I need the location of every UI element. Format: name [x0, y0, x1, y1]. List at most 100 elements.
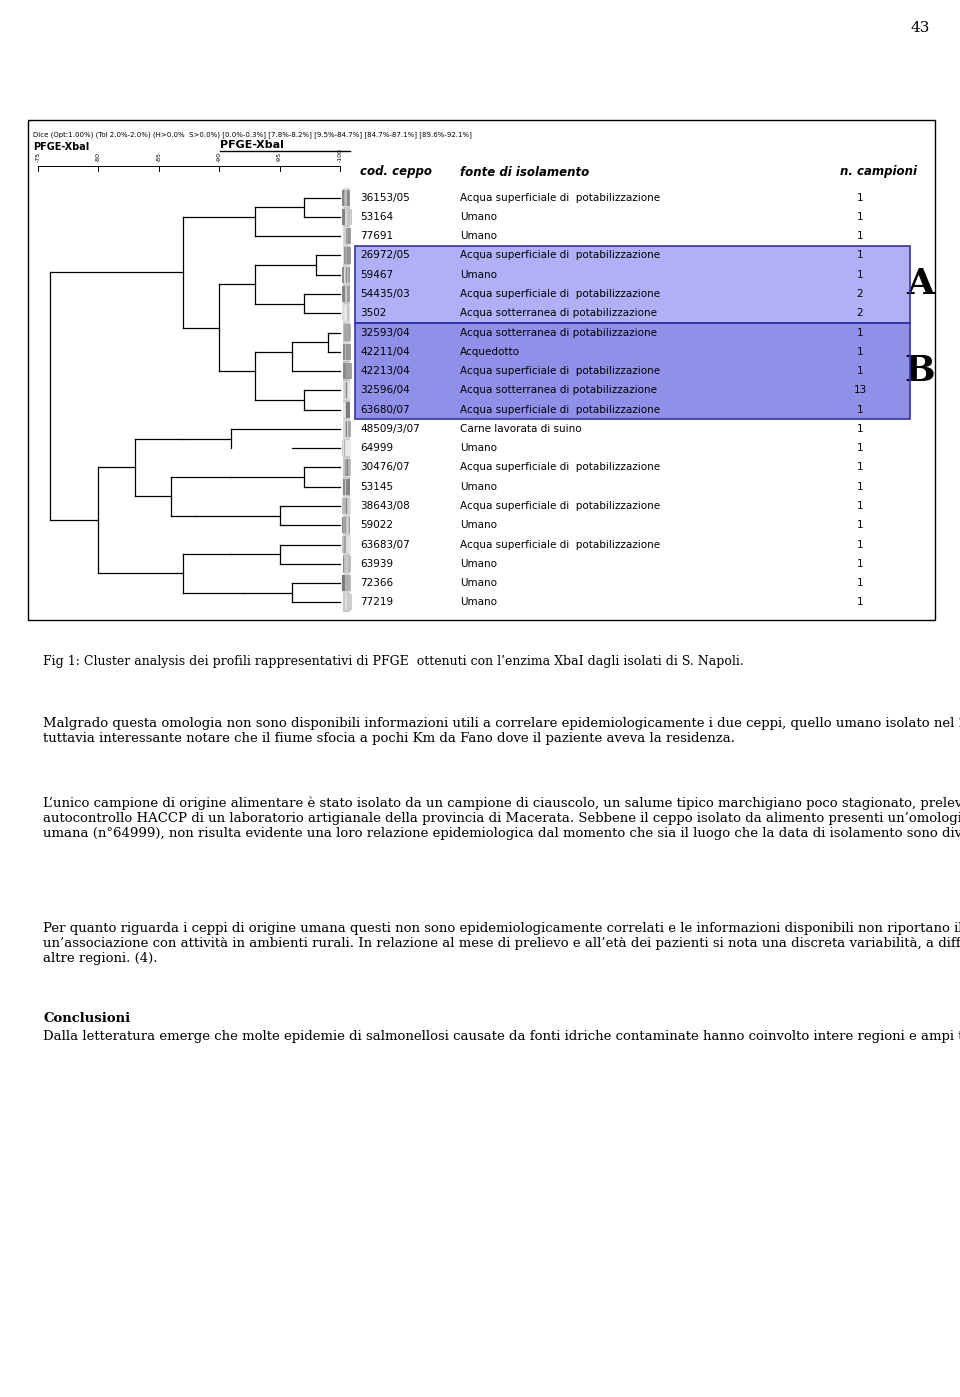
Text: Acqua sotterranea di potabilizzazione: Acqua sotterranea di potabilizzazione [460, 309, 657, 319]
Bar [355, 246, 910, 323]
Bar [343, 401, 348, 418]
Bar [344, 247, 347, 264]
Text: tuttavia interessante notare che il fiume sfocia a pochi Km da Fano dove il pazi: tuttavia interessante notare che il fium… [43, 732, 735, 745]
Text: Umano: Umano [460, 212, 497, 222]
Bar [346, 479, 348, 495]
Bar [355, 323, 910, 419]
Text: B: B [904, 353, 935, 388]
Bar [346, 286, 348, 302]
Bar [344, 497, 346, 514]
Bar [348, 479, 350, 495]
Text: Acqua sotterranea di potabilizzazione: Acqua sotterranea di potabilizzazione [460, 386, 657, 395]
Text: -85: -85 [156, 152, 161, 162]
Text: altre regioni. (4).: altre regioni. (4). [43, 951, 157, 965]
Bar [344, 497, 348, 514]
Bar [343, 226, 350, 246]
Text: Acqua superficiale di  potabilizzazione: Acqua superficiale di potabilizzazione [460, 539, 660, 549]
Bar [345, 401, 348, 418]
Bar [347, 383, 351, 398]
Bar [348, 286, 350, 302]
Bar [345, 556, 349, 571]
Bar [343, 190, 345, 205]
Text: 13: 13 [853, 386, 867, 395]
Bar [342, 440, 347, 457]
Text: Per quanto riguarda i ceppi di origine umana questi non sono epidemiologicamente: Per quanto riguarda i ceppi di origine u… [43, 922, 960, 935]
Bar [347, 479, 348, 495]
Text: 53164: 53164 [360, 212, 394, 222]
Text: 1: 1 [856, 559, 863, 569]
Bar [347, 556, 349, 571]
Bar [348, 536, 351, 553]
Bar [342, 497, 346, 514]
Bar [343, 324, 347, 341]
Bar [347, 228, 348, 244]
Bar [343, 555, 350, 573]
Bar [343, 594, 348, 610]
Text: 72366: 72366 [360, 578, 394, 588]
Bar [347, 536, 351, 553]
Bar [343, 460, 346, 475]
Text: 26972/05: 26972/05 [360, 250, 410, 260]
Bar [345, 208, 348, 225]
Text: 38643/08: 38643/08 [360, 502, 410, 511]
Bar [347, 556, 349, 571]
Bar [342, 267, 347, 282]
Bar [345, 460, 347, 475]
Bar [347, 344, 350, 360]
Text: -95: -95 [277, 152, 282, 162]
Bar [344, 228, 347, 244]
Bar [347, 190, 348, 205]
Text: Dalla letteratura emerge che molte epidemie di salmonellosi causate da fonti idr: Dalla letteratura emerge che molte epide… [43, 1030, 960, 1044]
Bar [348, 440, 350, 457]
Bar [346, 228, 348, 244]
Text: -100: -100 [338, 148, 343, 162]
Bar [347, 556, 351, 571]
Bar [348, 190, 349, 205]
Text: 42213/04: 42213/04 [360, 366, 410, 376]
Bar [346, 536, 347, 553]
Bar [345, 517, 348, 534]
Text: 1: 1 [856, 270, 863, 279]
Bar [343, 496, 350, 515]
Bar [342, 208, 347, 225]
Bar [344, 190, 348, 205]
Text: autocontrollo HACCP di un laboratorio artigianale della provincia di Macerata. S: autocontrollo HACCP di un laboratorio ar… [43, 812, 960, 826]
Bar [343, 479, 345, 495]
Bar [343, 592, 350, 612]
Bar [348, 383, 350, 398]
Bar [346, 363, 349, 379]
Text: 3502: 3502 [360, 309, 386, 319]
Bar [343, 401, 345, 418]
Bar [345, 460, 347, 475]
Bar [355, 323, 910, 419]
Bar [344, 594, 347, 610]
Text: n. campioni: n. campioni [840, 165, 917, 179]
Text: 2: 2 [856, 309, 863, 319]
Bar [345, 324, 348, 341]
Bar [343, 247, 346, 264]
Bar [342, 576, 347, 591]
Text: Acqua superficiale di  potabilizzazione: Acqua superficiale di potabilizzazione [460, 366, 660, 376]
Bar [348, 208, 352, 225]
Bar [347, 420, 349, 437]
Bar [344, 383, 348, 398]
Bar [347, 247, 351, 264]
Bar [344, 247, 348, 264]
Bar [346, 497, 349, 514]
Bar [343, 439, 350, 458]
Text: 64999: 64999 [360, 443, 394, 453]
Bar [343, 324, 346, 341]
Text: Carne lavorata di suino: Carne lavorata di suino [460, 423, 582, 434]
Bar [347, 440, 350, 457]
Text: 1: 1 [856, 346, 863, 356]
Text: 1: 1 [856, 598, 863, 608]
Bar [343, 576, 346, 591]
Text: Acqua superficiale di  potabilizzazione: Acqua superficiale di potabilizzazione [460, 502, 660, 511]
Bar [28, 120, 935, 620]
Text: 53145: 53145 [360, 482, 394, 492]
Text: 1: 1 [856, 405, 863, 415]
Text: Acqua superficiale di  potabilizzazione: Acqua superficiale di potabilizzazione [460, 250, 660, 260]
Bar [345, 536, 348, 553]
Bar [346, 267, 349, 282]
Bar [348, 344, 349, 360]
